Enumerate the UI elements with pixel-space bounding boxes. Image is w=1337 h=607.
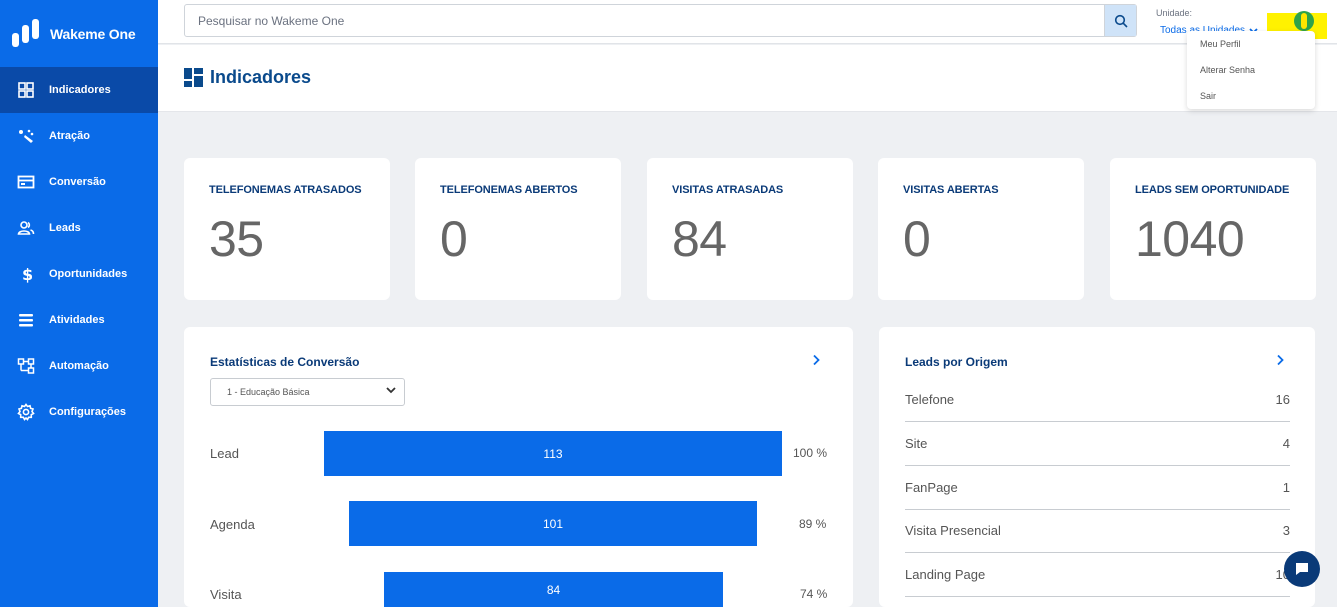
sidebar-item-atividades[interactable]: Atividades [0, 297, 158, 343]
chat-button[interactable] [1284, 551, 1320, 587]
brand[interactable]: Wakeme One [0, 0, 158, 67]
menu-item-alterar-senha[interactable]: Alterar Senha [1200, 65, 1256, 75]
unit-value: Todas as Unidades [1160, 25, 1245, 36]
sidebar-item-label: Configurações [49, 406, 127, 418]
stat-value: 84 [672, 211, 727, 267]
sidebar-item-label: Conversão [49, 176, 106, 188]
origin-value: 16 [1275, 392, 1290, 407]
origin-label: Visita Presencial [905, 523, 1001, 538]
sidebar-item-conversao[interactable]: Conversão [0, 159, 158, 205]
funnel-percent: 89 % [799, 517, 827, 531]
funnel-label: Visita [210, 587, 242, 602]
origin-value: 1 [1282, 480, 1290, 495]
search-bar [184, 4, 1137, 37]
avatar[interactable] [1294, 11, 1314, 31]
stat-card-telefonemas-abertos[interactable]: TELEFONEMAS ABERTOS 0 [415, 158, 621, 300]
topbar: Unidade: Todas as Unidades [158, 0, 1337, 44]
stat-title: VISITAS ABERTAS [903, 184, 999, 196]
list-item: FanPage 1 [905, 466, 1290, 510]
funnel-bar-agenda: 101 [349, 501, 757, 546]
conversion-icon [17, 173, 35, 191]
stat-value: 35 [209, 211, 264, 267]
stat-title: VISITAS ATRASADAS [672, 184, 784, 196]
sidebar-item-automacao[interactable]: Automação [0, 343, 158, 389]
stat-title: LEADS SEM OPORTUNIDADE [1135, 184, 1290, 196]
origin-label: Landing Page [905, 567, 986, 582]
funnel-label: Agenda [210, 517, 255, 532]
chevron-right-icon[interactable] [1276, 353, 1284, 369]
list-item: Landing Page 10 [905, 553, 1290, 597]
sidebar-item-label: Oportunidades [49, 268, 128, 280]
funnel-bar-visita: 84 [384, 572, 723, 607]
users-icon [17, 219, 35, 237]
sidebar: Wakeme One Indicadores Atração Conversão… [0, 0, 158, 607]
conversion-panel: Estatísticas de Conversão 1 - Educação B… [184, 327, 853, 607]
page-header: Indicadores [158, 45, 1337, 112]
origin-label: Telefone [905, 392, 955, 407]
stat-card-telefonemas-atrasados[interactable]: TELEFONEMAS ATRASADOS 35 [184, 158, 390, 300]
sidebar-item-configuracoes[interactable]: Configurações [0, 389, 158, 435]
brand-name: Wakeme One [50, 25, 136, 42]
unit-label: Unidade: [1156, 8, 1193, 18]
segment-select[interactable]: 1 - Educação Básica [210, 378, 405, 406]
search-button[interactable] [1104, 5, 1136, 36]
stat-card-visitas-atrasadas[interactable]: VISITAS ATRASADAS 84 [647, 158, 853, 300]
panel-title: Leads por Origem [905, 355, 1008, 369]
svg-text:$: $ [22, 265, 33, 283]
stat-value: 0 [440, 211, 468, 267]
list-item: Site 4 [905, 422, 1290, 466]
origin-label: Site [905, 436, 928, 451]
stat-value: 1040 [1135, 211, 1245, 267]
dashboard-icon [17, 81, 35, 99]
gear-icon [17, 403, 35, 421]
funnel-percent: 100 % [793, 446, 828, 460]
chat-icon [1296, 563, 1308, 575]
sidebar-item-atracao[interactable]: Atração [0, 113, 158, 159]
stat-title: TELEFONEMAS ATRASADOS [209, 184, 362, 196]
sidebar-item-indicadores[interactable]: Indicadores [0, 67, 158, 113]
list-icon [17, 311, 35, 329]
menu-item-sair[interactable]: Sair [1200, 91, 1217, 101]
automation-icon [17, 357, 35, 375]
attraction-icon [17, 127, 35, 145]
leads-origin-panel: Leads por Origem Telefone 16 Site 4 FanP… [879, 327, 1315, 607]
funnel-bar-lead: 113 [324, 431, 782, 476]
chevron-down-icon [386, 387, 396, 394]
sidebar-item-label: Indicadores [49, 84, 111, 96]
stat-value: 0 [903, 211, 931, 267]
menu-item-meu-perfil[interactable]: Meu Perfil [1200, 39, 1241, 49]
panel-title: Estatísticas de Conversão [210, 355, 360, 369]
sidebar-item-oportunidades[interactable]: $ Oportunidades [0, 251, 158, 297]
origin-value: 3 [1282, 523, 1290, 538]
search-icon [1114, 14, 1128, 28]
stat-title: TELEFONEMAS ABERTOS [440, 184, 578, 196]
sidebar-item-leads[interactable]: Leads [0, 205, 158, 251]
select-value: 1 - Educação Básica [227, 387, 310, 397]
origin-value: 4 [1282, 436, 1290, 451]
dollar-icon: $ [17, 265, 35, 283]
stat-card-leads-sem-oportunidade[interactable]: LEADS SEM OPORTUNIDADE 1040 [1110, 158, 1316, 300]
list-item: Telefone 16 [905, 378, 1290, 422]
stat-card-visitas-abertas[interactable]: VISITAS ABERTAS 0 [878, 158, 1084, 300]
user-menu: Meu Perfil Alterar Senha Sair [1187, 31, 1315, 109]
sidebar-item-label: Leads [49, 222, 81, 234]
chevron-right-icon[interactable] [812, 353, 820, 369]
sidebar-item-label: Automação [49, 360, 109, 372]
sidebar-item-label: Atração [49, 130, 90, 142]
page-title: Indicadores [210, 67, 312, 87]
funnel-percent: 74 % [800, 587, 828, 601]
sidebar-item-label: Atividades [49, 314, 105, 326]
funnel-label: Lead [210, 446, 239, 461]
wakeme-logo-icon [12, 18, 40, 49]
page-title-group: Indicadores [184, 67, 311, 88]
list-item: Visita Presencial 3 [905, 509, 1290, 553]
search-input[interactable] [185, 5, 1104, 36]
dashboard-icon [184, 68, 203, 87]
origin-label: FanPage [905, 480, 958, 495]
